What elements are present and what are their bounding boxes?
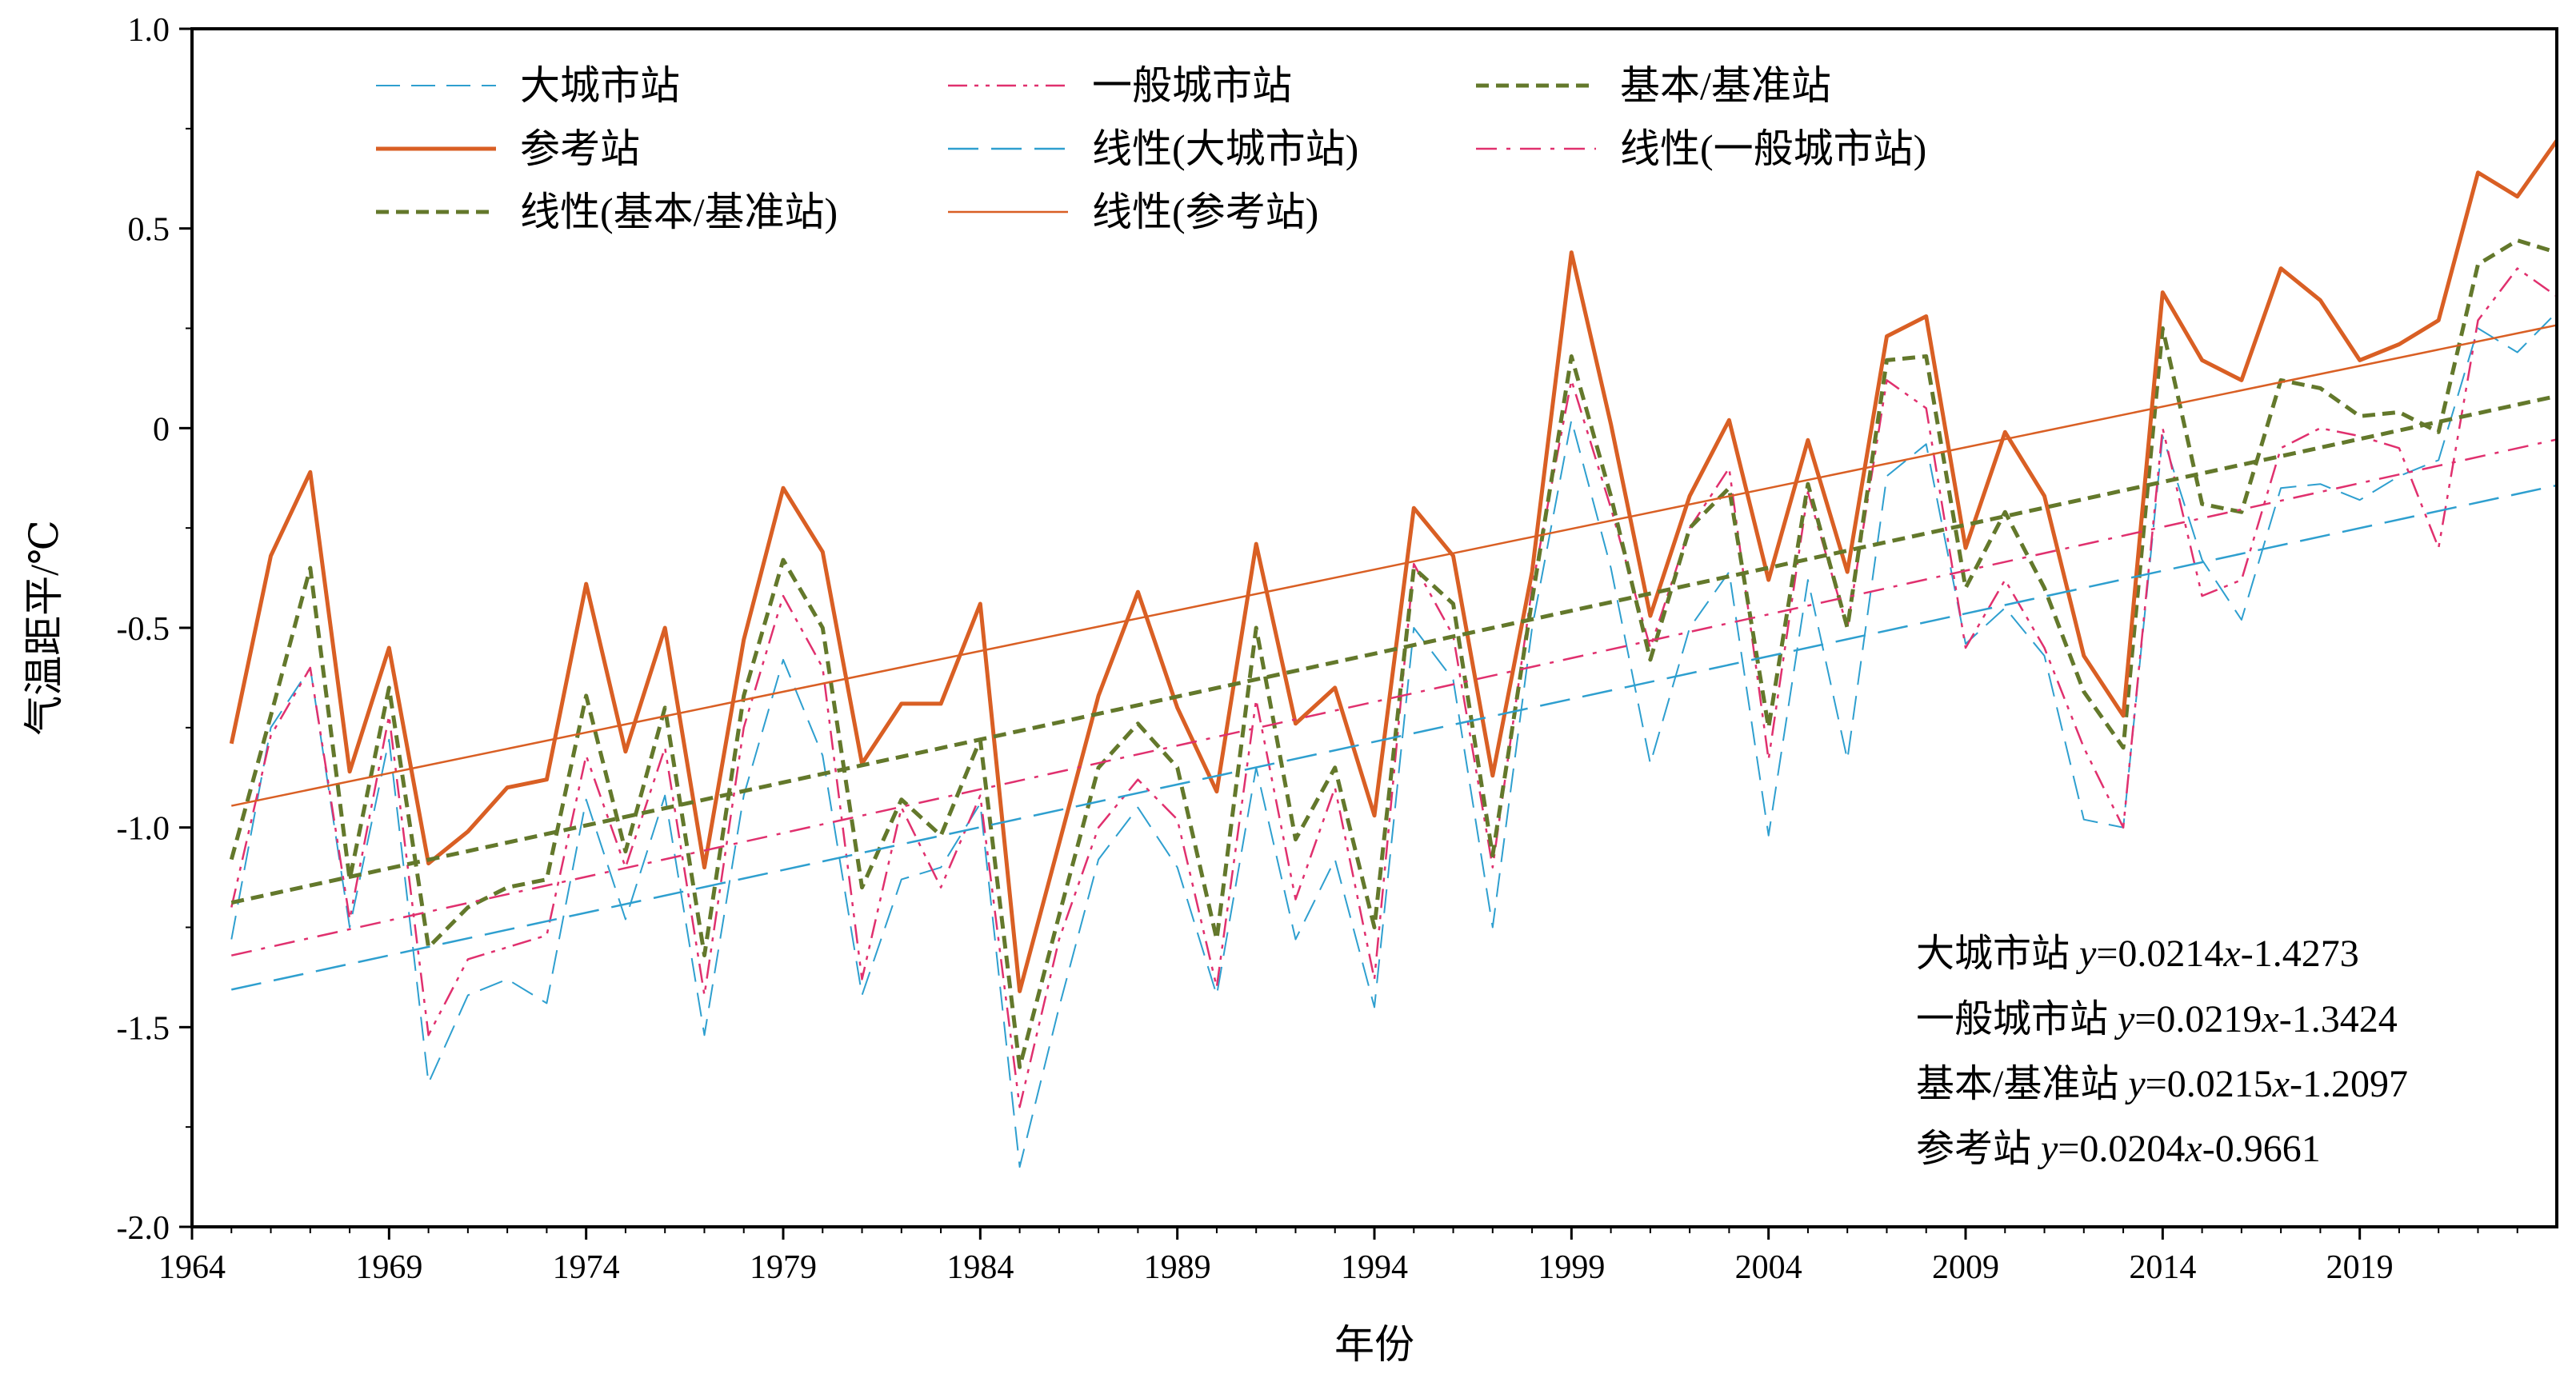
x-tick-label-1974: 1974 xyxy=(553,1249,620,1286)
legend-label-2: 基本/基准站 xyxy=(1620,63,1831,108)
legend-label-3: 参考站 xyxy=(520,126,640,171)
legend-label-4: 线性(大城市站) xyxy=(1092,126,1358,171)
y-tick-label-6: -2.0 xyxy=(117,1210,170,1247)
y-tick-label-1: 0.5 xyxy=(128,212,170,249)
trend-equation-1: 一般城市站 y=0.0219x-1.3424 xyxy=(1916,998,2398,1040)
legend-label-1: 一般城市站 xyxy=(1092,63,1292,108)
x-tick-label-2019: 2019 xyxy=(2326,1249,2394,1286)
trend-equation-station: 参考站 xyxy=(1916,1128,2041,1170)
x-axis-label: 年份 xyxy=(1334,1322,1414,1367)
x-tick-label-1979: 1979 xyxy=(750,1249,817,1286)
y-tick-label-0: 1.0 xyxy=(128,12,170,49)
x-tick-label-1984: 1984 xyxy=(946,1249,1014,1286)
trend-equation-station: 基本/基准站 xyxy=(1916,1063,2128,1105)
x-tick-label-1999: 1999 xyxy=(1538,1249,1605,1286)
trendline-0 xyxy=(231,484,2558,991)
x-tick-label-1994: 1994 xyxy=(1341,1249,1408,1286)
series-line-2 xyxy=(229,238,2558,1069)
y-axis: 1.0 0.5 0 -0.5 -1.0 -1.5 -2.0 xyxy=(117,12,192,1247)
trend-equation-3: 参考站 y=0.0204x-0.9661 xyxy=(1916,1128,2321,1170)
trendline-3 xyxy=(231,324,2558,807)
trend-equation-0: 大城市站 y=0.0214x-1.4273 xyxy=(1916,933,2359,975)
x-tick-label-2014: 2014 xyxy=(2129,1249,2196,1286)
y-tick-label-2: 0 xyxy=(153,411,170,448)
trendline-2 xyxy=(230,393,2558,905)
series-line-1 xyxy=(230,267,2558,1108)
trendline-1 xyxy=(230,438,2558,957)
legend-label-0: 大城市站 xyxy=(520,63,680,108)
x-tick-label-1964: 1964 xyxy=(158,1249,226,1286)
x-tick-label-1969: 1969 xyxy=(355,1249,422,1286)
y-axis-label: 气温距平/℃ xyxy=(22,520,66,736)
y-tick-label-3: -0.5 xyxy=(117,611,170,648)
legend-label-6: 线性(基本/基准站) xyxy=(520,190,838,234)
trendline-layer xyxy=(230,324,2558,991)
trend-equation-station: 一般城市站 xyxy=(1916,998,2118,1040)
trend-equations: 大城市站 y=0.0214x-1.4273 一般城市站 y=0.0219x-1.3… xyxy=(1916,933,2408,1170)
x-axis: 1964 1969 1974 1979 1984 1989 1994 1999 2004 2009… xyxy=(158,1227,2518,1286)
trend-equation-station: 大城市站 xyxy=(1916,933,2079,975)
y-tick-label-5: -1.5 xyxy=(117,1010,170,1047)
legend-label-5: 线性(一般城市站) xyxy=(1620,126,1926,171)
trend-equation-2: 基本/基准站 y=0.0215x-1.2097 xyxy=(1916,1063,2408,1105)
x-tick-label-2009: 2009 xyxy=(1932,1249,1999,1286)
x-tick-label-1989: 1989 xyxy=(1144,1249,1211,1286)
legend-label-7: 线性(参考站) xyxy=(1092,190,1318,234)
y-tick-label-4: -1.0 xyxy=(117,811,170,848)
series-layer xyxy=(229,139,2559,1168)
x-tick-label-2004: 2004 xyxy=(1735,1249,1802,1286)
series-line-3 xyxy=(229,139,2559,993)
